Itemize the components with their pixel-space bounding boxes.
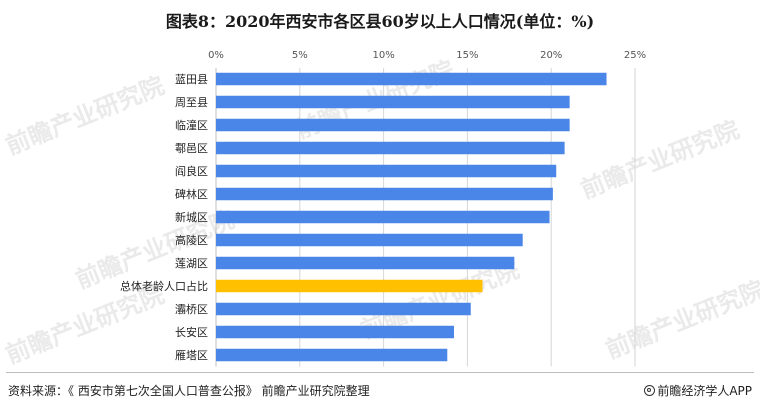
bar-chart: 0% 5% 10% 15% 20% 25% 蓝田县周至县临潼区鄠邑区阎良区碑林区新城区高陵区… [120, 50, 646, 367]
bar [216, 233, 523, 247]
bar [216, 256, 515, 270]
bar [216, 187, 553, 201]
category-label: 蓝田县 [175, 73, 208, 86]
category-label: 临潼区 [175, 118, 208, 132]
bar [216, 164, 557, 178]
x-tick-label: 0% [208, 50, 224, 61]
category-label: 灞桥区 [175, 303, 208, 316]
brand-label: 前瞻经济学人APP [644, 382, 752, 399]
category-label: 新城区 [175, 210, 208, 224]
bar [216, 72, 607, 86]
bar [216, 348, 448, 362]
category-label: 阎良区 [175, 164, 208, 178]
footer-divider [6, 372, 754, 373]
bar [216, 141, 565, 155]
at-icon [644, 385, 656, 396]
chart-title: 图表8：2020年西安市各区县60岁以上人口情况(单位：%) [165, 12, 595, 31]
bar-highlight [216, 279, 483, 293]
bar [216, 325, 454, 339]
brand-text: 前瞻经济学人APP [657, 384, 752, 398]
category-label: 莲湖区 [175, 257, 208, 270]
x-tick-label: 5% [292, 50, 308, 61]
source-note: 资料来源：《 西安市第七次全国人口普查公报》 前瞻产业研究院整理 [8, 384, 370, 398]
category-label: 长安区 [175, 325, 208, 339]
bar [216, 95, 570, 109]
category-label: 周至县 [175, 96, 208, 109]
x-tick-label: 10% [372, 50, 394, 61]
bar [216, 118, 570, 132]
category-label: 碑林区 [175, 187, 208, 201]
category-label: 高陵区 [175, 233, 208, 247]
x-tick-label: 20% [540, 50, 562, 61]
bar [216, 302, 471, 316]
x-tick-label: 15% [456, 50, 478, 61]
category-label: 总体老龄人口占比 [120, 279, 208, 293]
bar [216, 210, 550, 224]
category-label: 雁塔区 [175, 349, 208, 362]
category-label: 鄠邑区 [175, 142, 208, 155]
x-tick-label: 25% [624, 50, 646, 61]
